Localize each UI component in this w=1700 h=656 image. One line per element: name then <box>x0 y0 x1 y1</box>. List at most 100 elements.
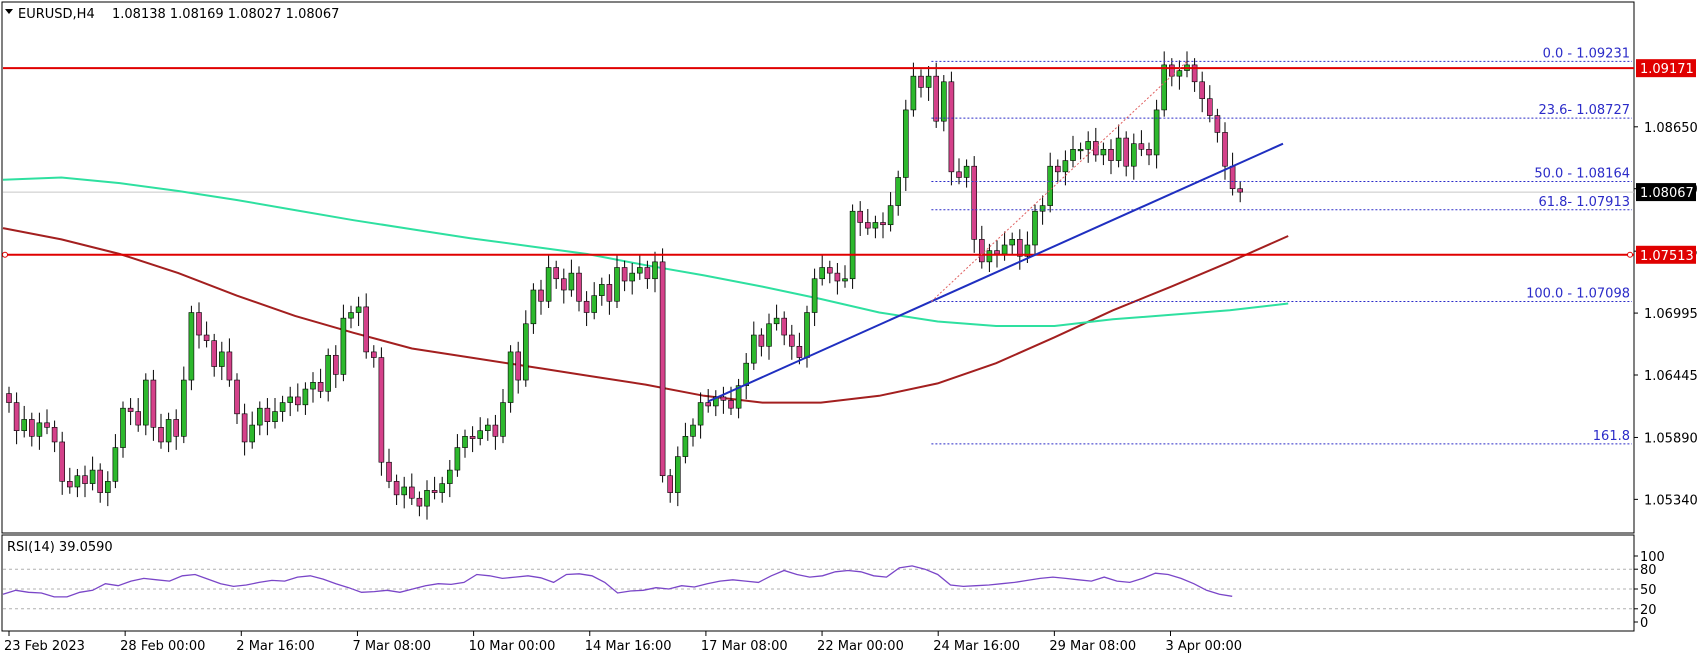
candle-body <box>773 317 780 325</box>
candle-body <box>355 306 362 313</box>
price-tag-box <box>1636 183 1696 202</box>
moving-average-green <box>2 176 1289 327</box>
candle-body <box>690 424 696 437</box>
candle-body <box>492 424 499 437</box>
candle-body <box>424 490 430 507</box>
candle-body <box>705 402 712 407</box>
candle-body <box>340 317 347 375</box>
candle-body <box>416 497 423 507</box>
candle-body <box>1047 165 1053 206</box>
candle-body <box>431 490 438 493</box>
rsi-axis-label: 0 <box>1640 616 1648 631</box>
time-axis-label: 23 Feb 2023 <box>4 639 85 654</box>
candle-body <box>1229 165 1236 190</box>
candle-body <box>522 323 529 381</box>
candle-body <box>560 278 567 291</box>
candle-body <box>74 475 81 488</box>
candle-body <box>181 379 187 437</box>
time-axis-label: 14 Mar 16:00 <box>585 639 672 654</box>
candle-body <box>918 75 924 88</box>
candle-body <box>553 267 560 280</box>
candle-body <box>28 419 35 437</box>
candle-body <box>652 261 658 280</box>
candle-body <box>294 396 301 406</box>
candle-body <box>188 312 195 381</box>
candle-body <box>89 469 96 484</box>
candle-body <box>439 483 446 493</box>
candle-body <box>674 456 681 493</box>
candle-body <box>112 447 119 482</box>
candle-body <box>902 109 909 178</box>
candle-body <box>408 486 415 499</box>
price-tag-box <box>1636 59 1696 78</box>
candle-body <box>750 334 757 364</box>
candle-body <box>272 411 278 422</box>
time-axis-label: 17 Mar 08:00 <box>701 639 788 654</box>
candle-body <box>203 334 210 341</box>
candle-body <box>636 267 643 274</box>
candle-body <box>1222 132 1228 167</box>
candle-body <box>644 267 651 280</box>
candle-body <box>788 334 795 347</box>
candle-body <box>940 81 947 122</box>
candle-body <box>1077 149 1084 152</box>
candle-body <box>591 295 598 313</box>
level-anchor-left <box>2 251 8 258</box>
candle-body <box>1016 239 1023 257</box>
candle-body <box>864 222 871 229</box>
candle-body <box>796 345 803 358</box>
candle-body <box>515 351 522 381</box>
candle-body <box>378 357 385 463</box>
candle-body <box>165 419 172 443</box>
candle-body <box>120 407 126 448</box>
candle-body <box>538 289 544 302</box>
time-axis-label: 24 Mar 16:00 <box>933 639 1020 654</box>
candle-body <box>1009 239 1016 246</box>
price-tag-label: 1.08067 <box>1640 186 1694 201</box>
candle-body <box>880 222 886 226</box>
price-axis-label: 1.05890 <box>1644 431 1698 446</box>
candle-body <box>219 351 225 367</box>
rsi-axis-label: 20 <box>1640 603 1657 618</box>
candle-body <box>302 388 309 406</box>
time-axis-label: 28 Feb 00:00 <box>120 639 205 654</box>
time-axis-label: 10 Mar 00:00 <box>469 639 556 654</box>
candle-body <box>234 379 240 415</box>
candle-body <box>667 475 674 493</box>
rsi-axis-label: 100 <box>1640 550 1665 565</box>
candle-body <box>621 267 628 282</box>
rsi-line <box>2 565 1233 598</box>
fib-retracement-diagonal <box>931 61 1188 302</box>
main-plot-frame <box>1 1 1635 534</box>
fib-level-label: 161.8 <box>1593 429 1630 444</box>
candle-body <box>758 334 765 347</box>
candle-body <box>1146 149 1152 156</box>
candle-body <box>6 393 12 403</box>
time-axis-label: 29 Mar 08:00 <box>1049 639 1136 654</box>
candle-body <box>834 272 841 282</box>
time-axis-label: 7 Mar 08:00 <box>352 639 431 654</box>
candle-body <box>1062 160 1069 173</box>
rsi-label: RSI(14) 39.0590 <box>7 540 113 555</box>
candle-body <box>249 424 255 443</box>
candle-body <box>454 447 461 471</box>
fib-level-label: 23.6- 1.08727 <box>1538 103 1630 118</box>
candle-body <box>1138 143 1145 150</box>
candle-body <box>446 469 453 484</box>
candle-body <box>629 272 636 282</box>
candle-body <box>1032 210 1038 246</box>
candle-body <box>287 396 294 403</box>
candle-body <box>310 382 316 390</box>
price-axis-label: 1.06995 <box>1644 307 1698 322</box>
candle-body <box>910 75 917 111</box>
candle-body <box>1039 205 1046 212</box>
chart-menu-triangle-icon[interactable] <box>5 9 13 14</box>
time-axis-label: 3 Apr 00:00 <box>1166 639 1243 654</box>
candle-body <box>1108 149 1114 161</box>
candle-body <box>158 427 164 443</box>
candle-body <box>143 379 149 426</box>
candle-body <box>264 407 271 422</box>
candle-body <box>317 382 324 392</box>
